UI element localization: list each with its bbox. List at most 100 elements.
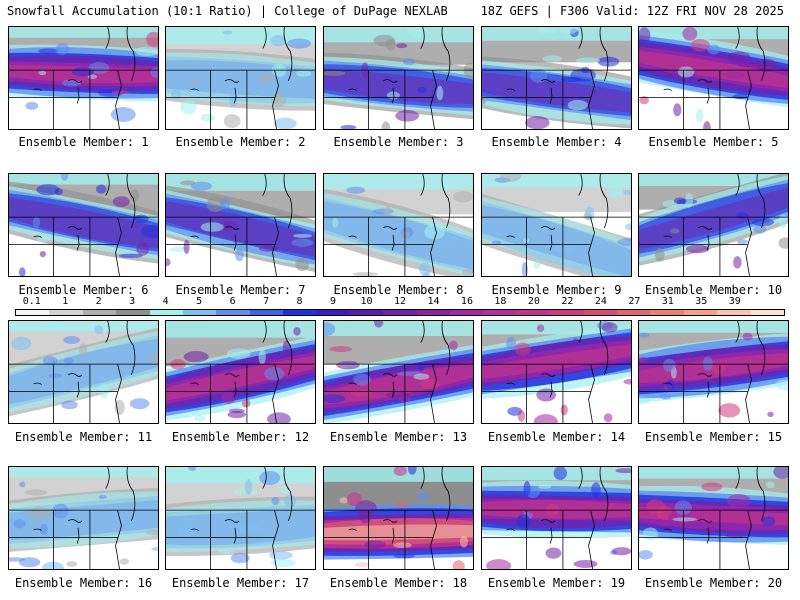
ensemble-member-caption: Ensemble Member: 16: [14, 576, 153, 590]
ensemble-member-map: [481, 320, 632, 424]
legend-tick-label: 6: [229, 296, 236, 307]
legend-tick-label: 27: [628, 296, 641, 307]
legend-swatch: [683, 310, 718, 315]
ensemble-member-caption: Ensemble Member: 15: [644, 430, 783, 444]
snowfall-map: [166, 321, 315, 423]
legend-tick-label: 14: [427, 296, 440, 307]
ensemble-member-map: [638, 173, 789, 277]
snowfall-map: [9, 27, 158, 129]
ensemble-member-caption: Ensemble Member: 12: [171, 430, 310, 444]
legend-tick-label: 10: [360, 296, 373, 307]
legend-swatch: [216, 310, 250, 315]
legend-tick-label: 12: [393, 296, 407, 307]
snowfall-map: [482, 174, 631, 276]
legend-tick-label: 39: [728, 296, 741, 307]
ensemble-member-caption: Ensemble Member: 5: [648, 135, 779, 149]
legend-swatch: [483, 310, 517, 315]
legend-tick-label: 0.1: [22, 296, 41, 307]
ensemble-member-map: [481, 466, 632, 570]
snowfall-map: [482, 27, 631, 129]
snowfall-color-legend: 0.1 1 2 3 4 5 6 7 8 9 10 12 14 16 18 20 22 24 27 31 35 39: [15, 296, 785, 321]
snowfall-map: [639, 174, 788, 276]
ensemble-member-caption: Ensemble Member: 18: [329, 576, 468, 590]
ensemble-member-caption: Ensemble Member: 7: [175, 283, 306, 297]
ensemble-member-map: [165, 320, 316, 424]
legend-tick-label: 2: [95, 296, 102, 307]
ensemble-member-caption: Ensemble Member: 20: [644, 576, 783, 590]
snowfall-map: [9, 174, 158, 276]
ensemble-member-caption: Ensemble Member: 17: [171, 576, 310, 590]
ensemble-member-map: [8, 466, 159, 570]
ensemble-member-map: [165, 26, 316, 130]
ensemble-member-caption: Ensemble Member: 14: [487, 430, 626, 444]
snowfall-map: [166, 174, 315, 276]
model-run-info: 18Z GEFS | F306 Valid: 12Z FRI NOV 28 20…: [480, 4, 784, 18]
snowfall-map: [324, 321, 473, 423]
snowfall-map: [324, 467, 473, 569]
snowfall-map: [639, 467, 788, 569]
ensemble-member-caption: Ensemble Member: 8: [333, 283, 464, 297]
ensemble-member-map: [323, 26, 474, 130]
legend-tick-label: 18: [494, 296, 507, 307]
ensemble-member-caption: Ensemble Member: 10: [644, 283, 783, 297]
legend-tick-label: 5: [196, 296, 203, 307]
snowfall-map: [324, 174, 473, 276]
legend-tick-label: 4: [162, 296, 169, 307]
legend-swatch: [450, 310, 484, 315]
legend-swatch: [416, 310, 451, 315]
legend-swatch: [516, 310, 551, 315]
legend-tick-label: 31: [661, 296, 674, 307]
legend-swatch: [16, 310, 50, 315]
map-title: Snowfall Accumulation (10:1 Ratio) | Col…: [7, 4, 448, 18]
legend-swatch: [583, 310, 618, 315]
snowfall-map: [324, 27, 473, 129]
snowfall-map: [639, 27, 788, 129]
ensemble-member-map: [8, 320, 159, 424]
legend-tick-label: 1: [62, 296, 69, 307]
ensemble-member-caption: Ensemble Member: 3: [333, 135, 464, 149]
snowfall-map: [482, 321, 631, 423]
ensemble-member-map: [638, 320, 789, 424]
ensemble-member-caption: Ensemble Member: 2: [175, 135, 306, 149]
legend-tick-label: 24: [594, 296, 607, 307]
legend-swatch: [149, 310, 183, 315]
ensemble-member-map: [165, 173, 316, 277]
legend-swatch: [82, 310, 117, 315]
legend-swatch: [283, 310, 317, 315]
legend-swatch: [383, 310, 417, 315]
ensemble-member-caption: Ensemble Member: 13: [329, 430, 468, 444]
ensemble-member-map: [481, 26, 632, 130]
ensemble-member-map: [638, 466, 789, 570]
ensemble-member-map: [8, 173, 159, 277]
ensemble-member-caption: Ensemble Member: 1: [18, 135, 149, 149]
legend-swatch: [717, 310, 751, 315]
legend-swatch: [750, 310, 784, 315]
ensemble-member-map: [638, 26, 789, 130]
legend-swatch: [249, 310, 284, 315]
legend-swatch: [182, 310, 217, 315]
snowfall-map: [166, 467, 315, 569]
legend-tick-label: 3: [129, 296, 136, 307]
legend-swatch: [116, 310, 150, 315]
ensemble-member-map: [165, 466, 316, 570]
ensemble-member-map: [8, 26, 159, 130]
legend-tick-label: 7: [263, 296, 270, 307]
ensemble-member-caption: Ensemble Member: 11: [14, 430, 153, 444]
snowfall-map: [639, 321, 788, 423]
ensemble-member-map: [323, 466, 474, 570]
legend-swatch: [617, 310, 651, 315]
ensemble-member-map: [323, 320, 474, 424]
legend-tick-label: 35: [695, 296, 708, 307]
legend-tick-label: 16: [460, 296, 473, 307]
snowfall-map: [9, 467, 158, 569]
ensemble-member-map: [481, 173, 632, 277]
snowfall-map: [9, 321, 158, 423]
legend-swatch: [49, 310, 83, 315]
legend-tick-label: 20: [527, 296, 540, 307]
legend-labels: 0.1 1 2 3 4 5 6 7 8 9 10 12 14 16 18 20 22 24 27 31 35 39: [15, 296, 785, 309]
legend-tick-label: 9: [330, 296, 337, 307]
legend-swatch: [349, 310, 384, 315]
legend-swatch: [316, 310, 350, 315]
ensemble-member-caption: Ensemble Member: 4: [491, 135, 622, 149]
legend-swatch: [550, 310, 584, 315]
